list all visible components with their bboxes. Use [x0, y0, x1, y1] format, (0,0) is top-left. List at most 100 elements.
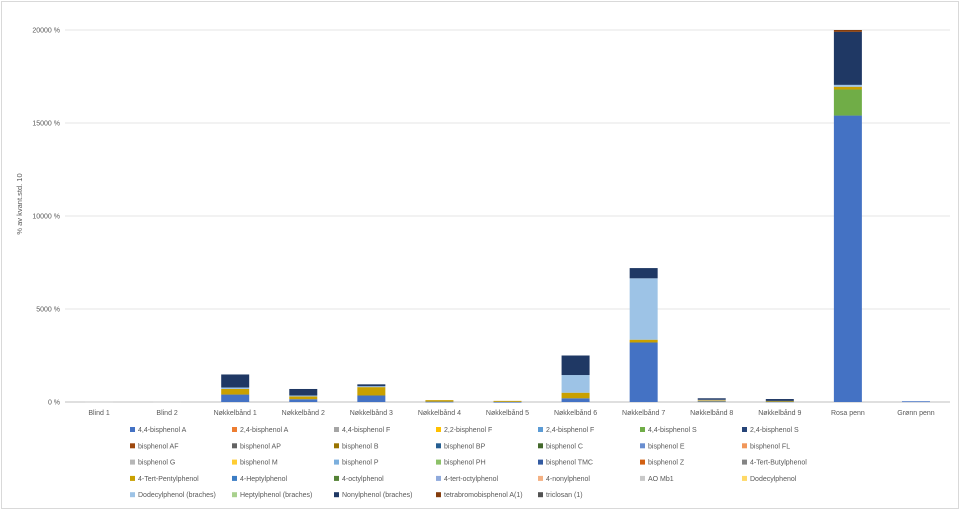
legend-swatch — [640, 459, 645, 465]
legend-swatch — [436, 475, 441, 481]
legend-label: AO Mb1 — [648, 476, 674, 483]
x-tick-label: Nøkkelbånd 9 — [758, 409, 801, 417]
bar-segment — [493, 401, 522, 403]
legend-label: 4-Tert-Pentylphenol — [138, 476, 199, 483]
legend-swatch — [334, 427, 339, 432]
bar-segment — [833, 84, 862, 87]
legend-item: Nonylphenol (braches) — [334, 492, 412, 499]
legend-item: Heptylphenol (braches) — [232, 492, 312, 499]
y-tick-label: 0 % — [48, 400, 60, 407]
bar-segment — [561, 392, 590, 399]
legend-swatch — [640, 443, 645, 449]
y-tick-label: 5000 % — [36, 307, 60, 314]
legend-label: 4-octylphenol — [342, 476, 384, 483]
legend-item: 2,2-bisphenol F — [436, 427, 492, 434]
legend-label: bisphenol AP — [240, 443, 281, 450]
bar-segment — [765, 399, 794, 401]
y-axis-ticks: 0 % 5000 % 10000 % 15000 % 20000 % — [32, 28, 60, 407]
bar-segment — [357, 384, 386, 387]
legend-item: bisphenol AP — [232, 443, 281, 450]
legend-item: bisphenol G — [130, 459, 175, 467]
bars — [85, 30, 930, 403]
bar-segment — [833, 31, 862, 85]
legend-swatch — [742, 475, 747, 481]
legend-item: 4,4-bisphenol F — [334, 427, 390, 434]
legend-label: 2,4-bisphenol A — [240, 427, 289, 434]
legend-label: bisphenol B — [342, 443, 379, 450]
bar-segment — [697, 401, 726, 403]
legend-item: 4-octylphenol — [334, 475, 384, 483]
bar-segment — [221, 394, 250, 402]
legend-swatch — [538, 443, 543, 449]
legend-item: bisphenol AF — [130, 443, 178, 450]
bar-segment — [425, 401, 454, 403]
legend-swatch — [334, 459, 339, 465]
legend-swatch — [334, 475, 339, 481]
legend-label: 4-nonylphenol — [546, 476, 590, 483]
legend-item: bisphenol TMC — [538, 459, 593, 467]
legend-item: 4-Heptylphenol — [232, 475, 288, 483]
legend-label: bisphenol PH — [444, 460, 486, 467]
gridlines — [65, 29, 950, 403]
legend-label: 4-Heptylphenol — [240, 476, 288, 483]
legend-item: 4,4-bisphenol A — [130, 427, 187, 434]
legend-label: triclosan (1) — [546, 492, 583, 499]
bar-segment — [221, 388, 250, 395]
legend-label: Heptylphenol (braches) — [240, 492, 312, 499]
bar-segment — [153, 401, 182, 403]
legend-item: bisphenol BP — [436, 443, 486, 450]
bar-segment — [629, 278, 658, 340]
legend-swatch — [742, 459, 747, 465]
bar-segment — [697, 398, 726, 400]
legend-swatch — [130, 443, 135, 449]
legend-swatch — [232, 443, 237, 449]
x-tick-label: Blind 2 — [156, 410, 178, 417]
bar-segment — [561, 355, 590, 376]
bar-segment — [765, 400, 794, 402]
bar-segment — [765, 401, 794, 403]
legend-item: 4,4-bisphenol S — [640, 427, 697, 434]
y-tick-label: 20000 % — [32, 28, 60, 35]
bar-segment — [697, 400, 726, 402]
legend-item: bisphenol B — [334, 443, 379, 450]
legend-swatch — [232, 475, 237, 481]
legend-label: Dodecylphenol — [750, 476, 797, 483]
legend-swatch — [130, 459, 135, 465]
x-tick-label: Nøkkelbånd 5 — [486, 409, 529, 417]
x-axis-ticks: Blind 1 Blind 2 Nøkkelbånd 1 Nøkkelbånd 2 Nø… — [88, 409, 934, 417]
bar-segment — [833, 115, 862, 402]
x-tick-label: Rosa penn — [831, 410, 865, 417]
legend-label: 4,4-bisphenol S — [648, 427, 697, 434]
legend-label: Dodecylphenol (braches) — [138, 492, 216, 499]
x-tick-label: Blind 1 — [88, 410, 110, 417]
legend-swatch — [538, 492, 543, 498]
legend-swatch — [130, 492, 135, 498]
bar-segment — [425, 400, 454, 402]
legend-item: bisphenol Z — [640, 459, 685, 467]
legend-label: 2,4-bisphenol F — [546, 427, 594, 434]
bar-segment — [221, 374, 250, 388]
bar-segment — [357, 395, 386, 402]
bar-segment — [901, 401, 930, 403]
bar-segment — [85, 401, 114, 403]
legend-swatch — [742, 427, 747, 432]
x-tick-label: Nøkkelbånd 7 — [622, 409, 665, 417]
legend-label: 2,2-bisphenol F — [444, 427, 492, 434]
legend-swatch — [334, 492, 339, 498]
legend-swatch — [334, 443, 339, 449]
x-tick-label: Nøkkelbånd 8 — [690, 409, 733, 417]
legend-swatch — [130, 475, 135, 481]
legend-swatch — [640, 475, 645, 481]
legend-swatch — [232, 492, 237, 498]
legend-label: bisphenol E — [648, 443, 685, 450]
legend-label: 4-Tert-Butylphenol — [750, 460, 807, 467]
x-tick-label: Nøkkelbånd 6 — [554, 409, 597, 417]
legend-swatch — [130, 427, 135, 432]
x-tick-label: Nøkkelbånd 1 — [214, 409, 257, 417]
bar-segment — [493, 400, 522, 402]
legend-swatch — [436, 492, 441, 498]
legend-swatch — [232, 427, 237, 432]
legend-label: 4,4-bisphenol F — [342, 427, 390, 434]
legend-label: bisphenol BP — [444, 443, 486, 450]
bar-segment — [357, 387, 386, 396]
